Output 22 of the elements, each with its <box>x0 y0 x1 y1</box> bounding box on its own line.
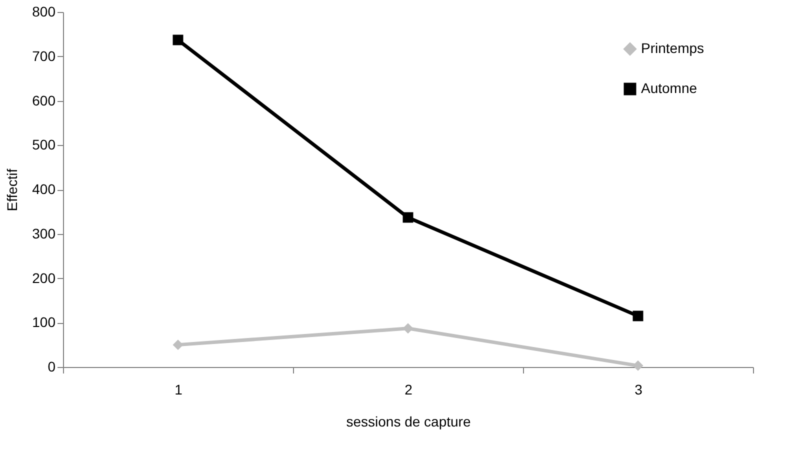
y-tick-label: 800 <box>32 4 56 20</box>
y-tick-label: 500 <box>32 136 56 153</box>
y-tick-label: 600 <box>32 92 56 108</box>
x-axis-title: sessions de capture <box>346 414 471 430</box>
legend-label: Automne <box>641 80 698 96</box>
x-tick-label: 3 <box>634 382 643 398</box>
y-tick-label: 200 <box>32 270 56 286</box>
point <box>172 34 184 46</box>
y-tick-label: 0 <box>48 358 56 374</box>
y-tick-label: 700 <box>32 48 56 64</box>
x-tick-label: 1 <box>174 382 183 398</box>
y-tick-label: 300 <box>32 225 56 242</box>
y-tick-label: 100 <box>32 314 56 330</box>
point <box>402 323 414 334</box>
y-tick-label: 400 <box>32 181 56 197</box>
point <box>632 310 644 322</box>
point <box>172 340 184 350</box>
point <box>632 360 644 371</box>
y-axis-title: Effectif <box>4 168 20 212</box>
point <box>402 212 414 223</box>
legend-label: Printemps <box>641 40 704 56</box>
x-tick-label: 2 <box>404 382 413 398</box>
